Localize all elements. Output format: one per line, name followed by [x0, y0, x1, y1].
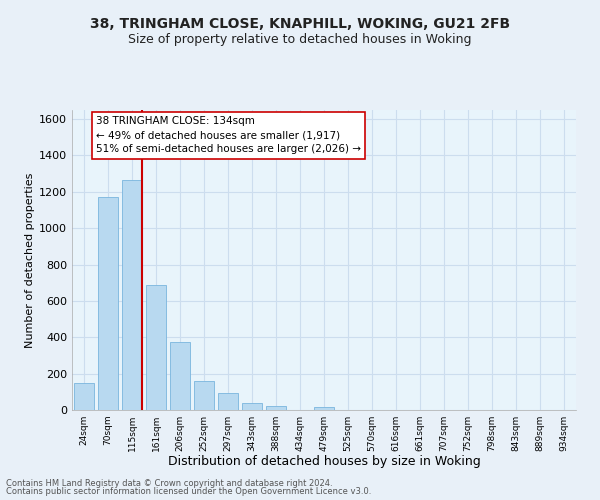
- Y-axis label: Number of detached properties: Number of detached properties: [25, 172, 35, 348]
- Bar: [314, 408, 334, 410]
- Bar: [170, 342, 190, 410]
- Bar: [74, 382, 94, 410]
- Bar: [218, 393, 238, 410]
- Text: Contains HM Land Registry data © Crown copyright and database right 2024.: Contains HM Land Registry data © Crown c…: [6, 478, 332, 488]
- X-axis label: Distribution of detached houses by size in Woking: Distribution of detached houses by size …: [167, 456, 481, 468]
- Bar: [242, 404, 262, 410]
- Bar: [266, 406, 286, 410]
- Bar: [146, 284, 166, 410]
- Text: Contains public sector information licensed under the Open Government Licence v3: Contains public sector information licen…: [6, 487, 371, 496]
- Text: Size of property relative to detached houses in Woking: Size of property relative to detached ho…: [128, 32, 472, 46]
- Text: 38, TRINGHAM CLOSE, KNAPHILL, WOKING, GU21 2FB: 38, TRINGHAM CLOSE, KNAPHILL, WOKING, GU…: [90, 18, 510, 32]
- Bar: [194, 381, 214, 410]
- Bar: [98, 198, 118, 410]
- Text: 38 TRINGHAM CLOSE: 134sqm
← 49% of detached houses are smaller (1,917)
51% of se: 38 TRINGHAM CLOSE: 134sqm ← 49% of detac…: [96, 116, 361, 154]
- Bar: [122, 180, 142, 410]
